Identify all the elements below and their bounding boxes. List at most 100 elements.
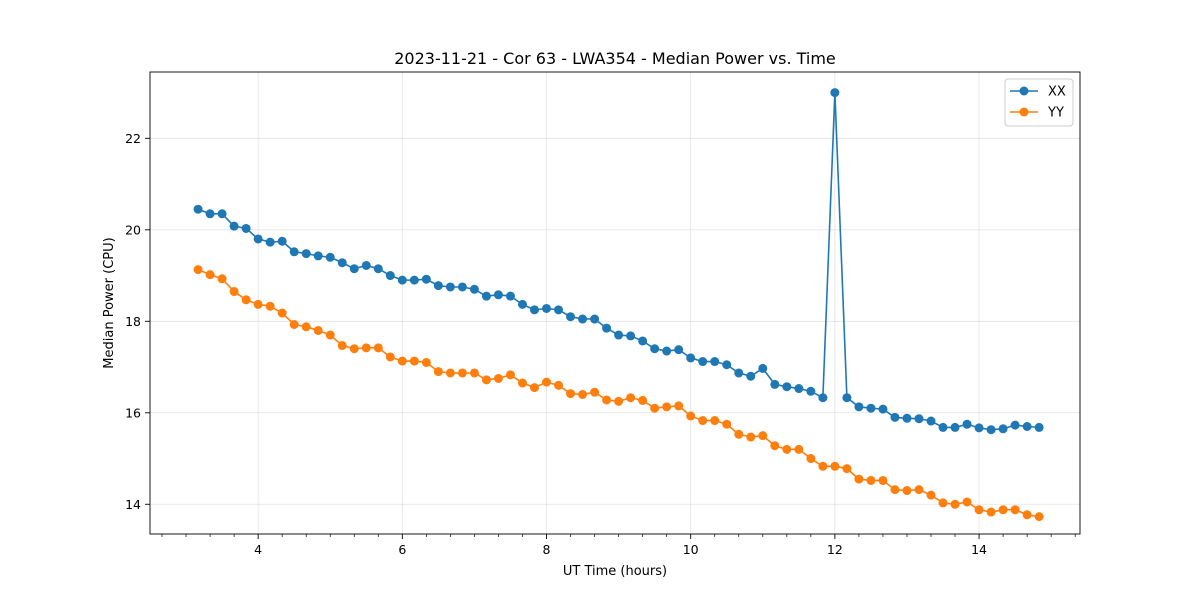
data-point-yy (674, 401, 684, 411)
y-tick-label: 22 (125, 131, 141, 146)
data-point-xx (445, 282, 455, 292)
data-point-yy (854, 474, 864, 484)
data-point-yy (1010, 505, 1020, 515)
data-point-xx (974, 423, 984, 433)
data-point-xx (674, 345, 684, 355)
data-point-yy (890, 485, 900, 495)
data-point-xx (542, 303, 552, 313)
x-tick-label: 8 (543, 542, 551, 557)
data-point-yy (662, 402, 672, 412)
plot-series (193, 88, 1044, 522)
data-point-yy (602, 395, 612, 405)
data-point-yy (962, 497, 972, 507)
data-point-yy (686, 411, 696, 421)
data-point-yy (277, 308, 287, 318)
x-tick-label: 14 (971, 542, 987, 557)
data-point-xx (409, 275, 419, 285)
data-point-xx (241, 223, 251, 233)
x-tick-label: 4 (254, 542, 262, 557)
data-point-xx (205, 209, 215, 219)
y-tick-label: 14 (125, 497, 141, 512)
data-point-xx (469, 284, 479, 294)
data-point-yy (337, 341, 347, 351)
data-point-xx (794, 384, 804, 394)
data-point-xx (554, 305, 564, 315)
data-point-xx (253, 234, 263, 244)
data-point-yy (818, 461, 828, 471)
data-point-yy (746, 432, 756, 442)
data-point-yy (998, 505, 1008, 515)
y-axis-label: Median Power (CPU) (102, 237, 117, 368)
data-point-xx (734, 368, 744, 378)
data-point-yy (469, 368, 479, 378)
legend: XX YY (1004, 78, 1074, 127)
x-tick-label: 12 (827, 542, 843, 557)
data-point-xx (349, 264, 359, 274)
data-point-xx (854, 402, 864, 412)
data-point-yy (974, 505, 984, 515)
data-point-xx (890, 412, 900, 422)
data-point-yy (313, 325, 323, 335)
data-point-xx (385, 271, 395, 281)
data-point-yy (373, 343, 383, 353)
data-point-xx (493, 290, 503, 300)
data-point-xx (866, 403, 876, 413)
data-point-xx (1022, 422, 1032, 431)
data-point-xx (373, 264, 383, 274)
chart-title: 2023-11-21 - Cor 63 - LWA354 - Median Po… (394, 49, 836, 68)
data-point-yy (710, 416, 720, 426)
data-point-yy (938, 498, 948, 508)
data-point-xx (926, 416, 936, 426)
data-point-xx (830, 88, 840, 98)
data-point-yy (698, 416, 708, 426)
data-point-yy (217, 274, 227, 284)
data-point-xx (998, 424, 1008, 434)
data-point-yy (421, 357, 431, 367)
data-point-yy (301, 322, 311, 332)
data-point-yy (578, 389, 588, 399)
data-point-yy (590, 387, 600, 397)
data-point-yy (758, 431, 768, 441)
data-point-yy (253, 299, 263, 309)
data-point-yy (205, 270, 215, 280)
data-point-xx (758, 363, 768, 373)
grid-lines (150, 72, 1080, 534)
data-point-yy (349, 344, 359, 354)
data-point-xx (481, 291, 491, 301)
y-tick-label: 18 (125, 314, 141, 329)
data-point-yy (842, 464, 852, 474)
data-point-yy (361, 343, 371, 353)
data-point-yy (722, 419, 732, 429)
data-point-xx (962, 419, 972, 429)
data-point-yy (433, 367, 443, 377)
data-point-xx (698, 357, 708, 367)
data-point-yy (950, 499, 960, 509)
data-point-yy (866, 475, 876, 485)
data-point-xx (566, 312, 576, 322)
data-point-yy (902, 486, 912, 496)
data-point-yy (529, 383, 539, 393)
data-point-yy (397, 356, 407, 366)
data-point-yy (638, 395, 648, 405)
data-point-yy (650, 403, 660, 413)
data-point-xx (505, 291, 515, 301)
data-point-yy (878, 475, 888, 485)
data-point-xx (361, 260, 371, 270)
data-point-xx (938, 422, 948, 432)
data-point-yy (481, 375, 491, 385)
data-point-yy (493, 373, 503, 383)
data-point-xx (650, 344, 660, 354)
series-yy (193, 265, 1044, 522)
data-point-xx (590, 314, 600, 324)
data-point-yy (457, 368, 467, 378)
x-tick-label: 10 (683, 542, 699, 557)
data-point-xx (277, 236, 287, 246)
data-point-xx (746, 371, 756, 381)
data-point-yy (782, 444, 792, 454)
data-point-xx (1010, 420, 1020, 430)
data-point-yy (554, 380, 564, 390)
data-point-xx (265, 237, 275, 247)
data-point-xx (1034, 422, 1044, 432)
